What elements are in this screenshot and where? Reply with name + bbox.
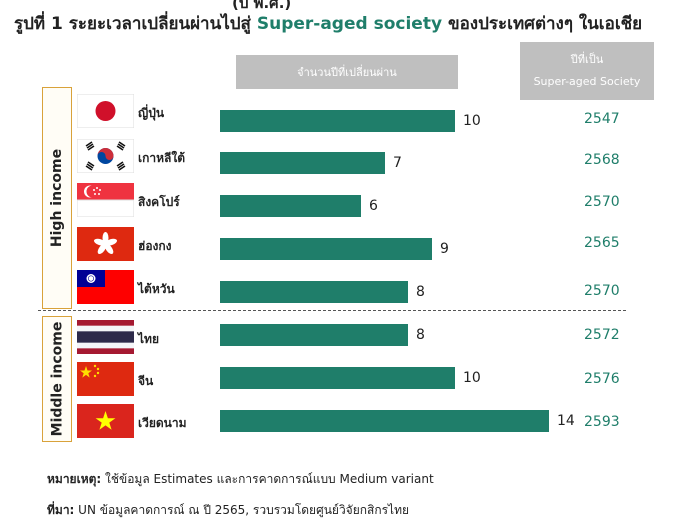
high-income-label: High income bbox=[49, 148, 65, 248]
bar bbox=[220, 110, 455, 132]
bar bbox=[220, 238, 432, 260]
singapore-flag-icon bbox=[76, 183, 135, 218]
high-income-group: High income bbox=[42, 87, 72, 309]
income-divider bbox=[38, 310, 626, 311]
bar bbox=[220, 367, 455, 389]
title-suffix: ของประเทศต่างๆ ในเอเชีย bbox=[442, 14, 643, 34]
japan-flag-icon bbox=[76, 93, 135, 129]
taiwan-flag-icon bbox=[77, 270, 134, 304]
source-line: ที่มา: UN ข้อมูลคาดการณ์ ณ ปี 2565, รวบร… bbox=[47, 501, 409, 520]
bar-value-label: 6 bbox=[369, 198, 378, 214]
super-aged-year-header-line1: ปีที่เป็น bbox=[570, 53, 604, 66]
year-value: 2568 bbox=[584, 152, 620, 168]
country-label: ไต้หวัน bbox=[138, 282, 175, 296]
transition-years-header-label: จำนวนปีที่เปลี่ยนผ่าน bbox=[297, 66, 397, 79]
year-value: 2547 bbox=[584, 111, 620, 127]
title-accent: Super-aged society bbox=[256, 14, 443, 34]
country-label: ญี่ปุ่น bbox=[138, 106, 165, 120]
title-prefix: รูปที่ 1 ระยะเวลาเปลี่ยนผ่านไปสู่ bbox=[14, 14, 257, 34]
year-value: 2565 bbox=[584, 235, 620, 251]
bar-value-label: 10 bbox=[463, 113, 481, 129]
bar-value-label: 9 bbox=[440, 241, 449, 257]
country-label: ไทย bbox=[138, 332, 159, 346]
country-label: สิงคโปร์ bbox=[138, 195, 180, 209]
chart-title: รูปที่ 1 ระยะเวลาเปลี่ยนผ่านไปสู่ Super-… bbox=[14, 10, 642, 37]
hong-kong-flag-icon bbox=[77, 227, 134, 261]
country-label: จีน bbox=[138, 374, 154, 388]
bar-value-label: 8 bbox=[416, 327, 425, 343]
year-value: 2576 bbox=[584, 371, 620, 387]
bar-value-label: 7 bbox=[393, 155, 402, 171]
south-korea-flag-icon bbox=[76, 138, 135, 174]
bar bbox=[220, 324, 408, 346]
bar-value-label: 10 bbox=[463, 370, 481, 386]
bar bbox=[220, 152, 385, 174]
bar bbox=[220, 281, 408, 303]
note-text: ใช้ข้อมูล Estimates และการคาดการณ์แบบ Me… bbox=[101, 472, 434, 486]
year-value: 2570 bbox=[584, 194, 620, 210]
bar-value-label: 8 bbox=[416, 284, 425, 300]
note-line: หมายเหตุ: ใช้ข้อมูล Estimates และการคาดก… bbox=[47, 470, 434, 489]
year-value: 2570 bbox=[584, 283, 620, 299]
bar bbox=[220, 195, 361, 217]
bar-value-label: 14 bbox=[557, 413, 575, 429]
super-aged-year-header: ปีที่เป็น Super-aged Society bbox=[520, 42, 654, 100]
cutoff-header-text: (ปี พ.ศ.) bbox=[232, 0, 292, 12]
year-value: 2593 bbox=[584, 414, 620, 430]
country-label: เกาหลีใต้ bbox=[138, 151, 186, 165]
note-label: หมายเหตุ: bbox=[47, 472, 102, 486]
source-label: ที่มา: bbox=[47, 503, 75, 517]
bar bbox=[220, 410, 549, 432]
country-label: เวียดนาม bbox=[138, 416, 187, 430]
super-aged-year-header-line2: Super-aged Society bbox=[533, 75, 641, 88]
china-flag-icon bbox=[77, 362, 134, 396]
country-label: ฮ่องกง bbox=[138, 239, 172, 253]
year-value: 2572 bbox=[584, 327, 620, 343]
middle-income-label: Middle income bbox=[49, 321, 65, 437]
transition-years-header: จำนวนปีที่เปลี่ยนผ่าน bbox=[236, 55, 458, 89]
middle-income-group: Middle income bbox=[42, 316, 72, 442]
vietnam-flag-icon bbox=[77, 404, 134, 438]
thailand-flag-icon bbox=[77, 320, 134, 354]
source-text: UN ข้อมูลคาดการณ์ ณ ปี 2565, รวบรวมโดยศู… bbox=[74, 503, 410, 517]
